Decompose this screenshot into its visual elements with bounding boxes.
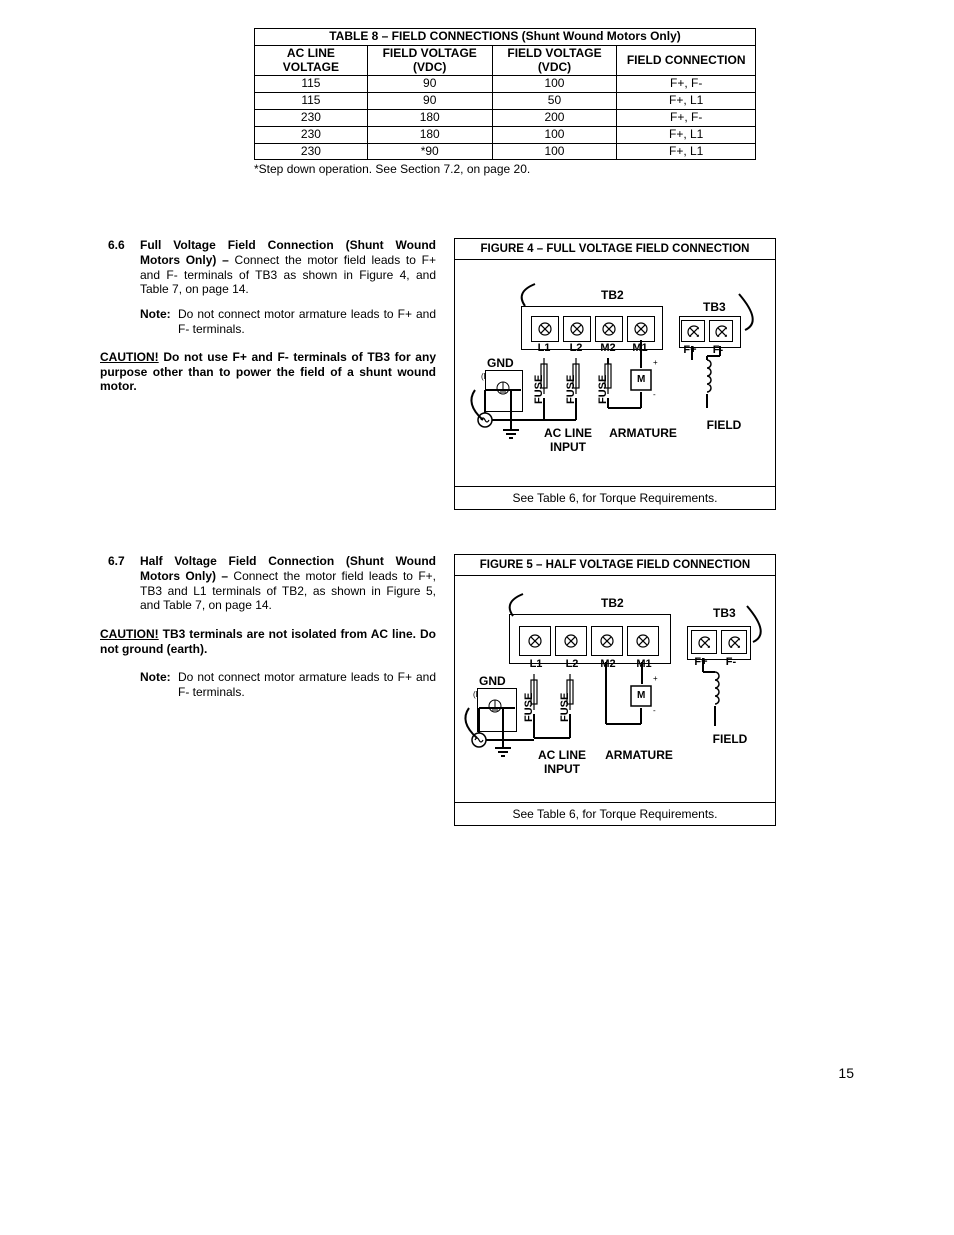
table-cell: 230 [255, 143, 368, 160]
figure-5-diagram: TB2 L1 L2 M2 M1 TB3 F+ F- GND (EARTH) [455, 576, 775, 803]
armature-label: ARMATURE [599, 748, 679, 762]
figure-title: FIGURE 4 – FULL VOLTAGE FIELD CONNECTION [455, 239, 775, 260]
table-cell: 100 [492, 143, 617, 160]
note-label: Note: [140, 307, 171, 322]
acline-label: AC LINEINPUT [533, 426, 603, 454]
table-title: TABLE 8 – FIELD CONNECTIONS (Shunt Wound… [255, 29, 756, 46]
acline-label: AC LINEINPUT [527, 748, 597, 776]
table-cell: 230 [255, 109, 368, 126]
table-8: TABLE 8 – FIELD CONNECTIONS (Shunt Wound… [254, 28, 756, 160]
page-number: 15 [838, 1065, 854, 1081]
table-cell: F+, L1 [617, 126, 756, 143]
figure-5: FIGURE 5 – HALF VOLTAGE FIELD CONNECTION… [454, 554, 776, 826]
table-cell: F+, L1 [617, 93, 756, 110]
caution-label: CAUTION! [100, 350, 159, 364]
table-footnote: *Step down operation. See Section 7.2, o… [254, 162, 854, 176]
table-row: 230 *90 100 F+, L1 [255, 143, 756, 160]
table-cell: 180 [367, 109, 492, 126]
field-label: FIELD [705, 732, 755, 746]
caution-label: CAUTION! [100, 627, 159, 641]
table-cell: 90 [367, 93, 492, 110]
figure-caption: See Table 6, for Torque Requirements. [455, 803, 775, 825]
table-cell: 230 [255, 126, 368, 143]
section-number: 6.7 [108, 554, 125, 569]
table-cell: *90 [367, 143, 492, 160]
table-cell: F+, F- [617, 76, 756, 93]
table-cell: 100 [492, 76, 617, 93]
section-number: 6.6 [108, 238, 125, 253]
wiring-svg [455, 260, 775, 486]
table-title-row: TABLE 8 – FIELD CONNECTIONS (Shunt Wound… [255, 29, 756, 46]
table-cell: 200 [492, 109, 617, 126]
table-cell: F+, L1 [617, 143, 756, 160]
table-cell: 90 [367, 76, 492, 93]
figure-4-diagram: TB2 L1 L2 M2 M1 TB3 F+ F- GND (EARTH [455, 260, 775, 487]
section-6-7: 6.7 Half Voltage Field Connection (Shunt… [100, 554, 436, 613]
caution-6-7: CAUTION! TB3 terminals are not isolated … [100, 627, 436, 656]
table-row: 230 180 200 F+, F- [255, 109, 756, 126]
table-row: 115 90 50 F+, L1 [255, 93, 756, 110]
wiring-svg [455, 576, 775, 802]
armature-label: ARMATURE [603, 426, 683, 440]
note-label: Note: [140, 670, 171, 685]
note-6-7: Note: Do not connect motor armature lead… [100, 670, 436, 699]
section-6-6: 6.6 Full Voltage Field Connection (Shunt… [100, 238, 436, 297]
table-cell: 115 [255, 93, 368, 110]
figure-caption: See Table 6, for Torque Requirements. [455, 487, 775, 509]
document-page: TABLE 8 – FIELD CONNECTIONS (Shunt Wound… [0, 0, 954, 1235]
note-body: Do not connect motor armature leads to F… [178, 307, 436, 336]
table-cell: 180 [367, 126, 492, 143]
table-row: 115 90 100 F+, F- [255, 76, 756, 93]
note-body: Do not connect motor armature leads to F… [178, 670, 436, 699]
table-cell: F+, F- [617, 109, 756, 126]
note-6-6: Note: Do not connect motor armature lead… [100, 307, 436, 336]
figure-4: FIGURE 4 – FULL VOLTAGE FIELD CONNECTION… [454, 238, 776, 510]
field-label: FIELD [699, 418, 749, 432]
table-cell: 100 [492, 126, 617, 143]
table-header-row: AC LINEVOLTAGE FIELD VOLTAGE(VDC) FIELD … [255, 45, 756, 76]
col-header: FIELD CONNECTION [617, 45, 756, 76]
figure-title: FIGURE 5 – HALF VOLTAGE FIELD CONNECTION [455, 555, 775, 576]
col-header: AC LINEVOLTAGE [255, 45, 368, 76]
table-cell: 115 [255, 76, 368, 93]
table-cell: 50 [492, 93, 617, 110]
caution-6-6: CAUTION! Do not use F+ and F- terminals … [100, 350, 436, 394]
table-row: 230 180 100 F+, L1 [255, 126, 756, 143]
col-header: FIELD VOLTAGE(VDC) [492, 45, 617, 76]
col-header: FIELD VOLTAGE(VDC) [367, 45, 492, 76]
